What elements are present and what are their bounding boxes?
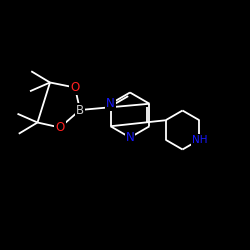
Text: O: O <box>70 81 80 94</box>
Text: B: B <box>76 104 84 117</box>
Text: N: N <box>126 131 134 144</box>
Text: N: N <box>106 97 115 110</box>
Text: O: O <box>56 121 64 134</box>
Text: NH: NH <box>192 135 207 145</box>
